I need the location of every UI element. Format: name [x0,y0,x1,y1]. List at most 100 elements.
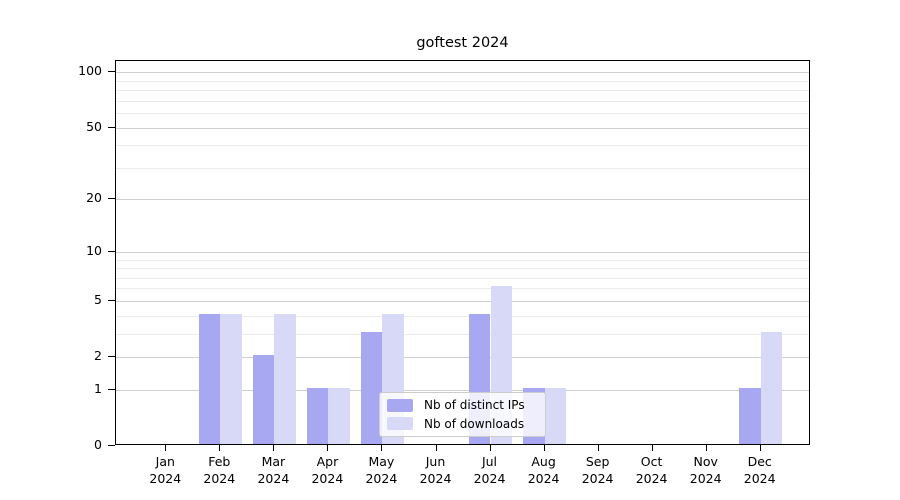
minor-gridline [116,100,809,102]
x-tick-label: Jun 2024 [404,453,468,487]
minor-gridline [116,167,809,169]
x-tick-mark [651,445,653,451]
x-tick-label-line: 2024 [527,471,560,486]
x-tick-label: Aug 2024 [512,453,576,487]
x-tick-label-line: 2024 [473,471,506,486]
x-tick-label-line: 2024 [365,471,398,486]
bar-dec-nb-of-downloads [760,331,783,444]
chart-title: goftest 2024 [416,35,509,51]
x-tick-label-line: Oct [640,454,663,469]
minor-gridline [116,268,809,269]
bar-apr-nb-of-downloads [328,387,350,444]
y-tick-label: 2 [94,348,102,363]
minor-gridline [116,315,809,317]
y-tick-label: 10 [86,242,102,258]
y-tick-mark [108,388,115,390]
x-tick-label-line: 2024 [743,471,776,486]
x-tick-label-line: Apr [316,454,339,469]
plot-area [115,60,810,445]
x-tick-mark [543,445,545,451]
legend-entry-nb-of-distinct-ips: Nb of distinct IPs [387,398,545,412]
bar-apr-nb-of-distinct-ips [307,387,329,444]
minor-gridline [116,277,809,279]
x-tick-label: Apr 2024 [295,453,359,487]
legend-label: Nb of downloads [424,416,525,431]
major-gridline [116,72,809,74]
bar-mar-nb-of-distinct-ips [253,355,275,444]
x-tick-label-line: 2024 [149,471,182,486]
major-gridline [116,389,809,391]
major-gridline [116,300,809,302]
x-tick-label-line: 2024 [311,471,344,486]
y-tick-mark [108,126,115,128]
minor-gridline [116,80,809,82]
minor-gridline [116,288,809,290]
y-tick-mark [108,198,115,200]
major-gridline [116,199,809,201]
x-tick-mark [435,445,437,451]
major-gridline [116,357,809,358]
x-tick-label-line: Feb [208,454,231,469]
legend-swatch-nb-of-downloads [387,417,413,431]
legend-swatch-nb-of-distinct-ips [387,398,413,412]
minor-gridline [116,90,809,92]
x-tick-label-line: 2024 [689,471,722,486]
bar-mar-nb-of-downloads [274,313,296,444]
y-tick-label: 5 [94,291,102,307]
x-tick-label: Mar 2024 [241,453,305,487]
x-tick-label-line: 2024 [203,471,236,486]
x-tick-mark [597,445,599,451]
x-tick-label: Jul 2024 [458,453,522,487]
x-tick-label-line: Sep [585,454,610,469]
minor-gridline [116,113,809,115]
y-tick-mark [108,299,115,301]
legend: Nb of distinct IPs Nb of downloads [379,392,546,437]
y-tick-label: 20 [86,190,102,206]
y-tick-label: 100 [78,63,102,79]
bar-may-nb-of-distinct-ips [361,331,383,444]
minor-gridline [116,333,809,335]
y-tick-label: 1 [94,380,102,396]
x-tick-mark [489,445,491,451]
x-tick-label: Nov 2024 [674,453,738,487]
y-tick-mark [108,250,115,252]
y-tick-mark [108,445,115,446]
x-tick-label: May 2024 [349,453,413,487]
x-tick-label-line: 2024 [635,471,668,486]
y-tick-mark [108,356,115,357]
x-tick-mark [327,445,329,451]
x-tick-label-line: Mar [261,454,286,469]
x-tick-label: Dec 2024 [728,453,792,487]
x-tick-label-line: 2024 [257,471,290,486]
y-tick-mark [108,71,115,73]
x-tick-label: Feb 2024 [187,453,251,487]
x-tick-mark [705,445,707,451]
x-tick-mark [759,445,761,451]
y-tick-label: 50 [86,118,102,134]
x-tick-mark [165,445,167,451]
x-tick-label-line: Dec [747,454,772,469]
x-tick-mark [219,445,221,451]
minor-gridline [116,259,809,261]
y-tick-label: 0 [94,437,102,452]
legend-label: Nb of distinct IPs [424,398,525,413]
x-tick-label-line: Jan [155,454,175,469]
x-tick-label-line: 2024 [419,471,452,486]
major-gridline [116,127,809,129]
x-tick-label: Oct 2024 [620,453,684,487]
bar-aug-nb-of-downloads [544,387,566,444]
x-tick-label-line: Aug [531,454,556,469]
legend-entry-nb-of-downloads: Nb of downloads [387,417,545,431]
x-tick-mark [273,445,275,451]
major-gridline [116,251,809,253]
x-tick-label-line: Jul [481,454,498,469]
x-tick-label: Jan 2024 [133,453,197,487]
x-tick-label-line: Nov [693,454,718,469]
x-tick-label-line: 2024 [581,471,614,486]
x-tick-label: Sep 2024 [566,453,630,487]
minor-gridline [116,145,809,147]
x-tick-label-line: May [368,454,395,469]
bar-dec-nb-of-distinct-ips [739,387,761,444]
bar-feb-nb-of-downloads [220,313,242,444]
